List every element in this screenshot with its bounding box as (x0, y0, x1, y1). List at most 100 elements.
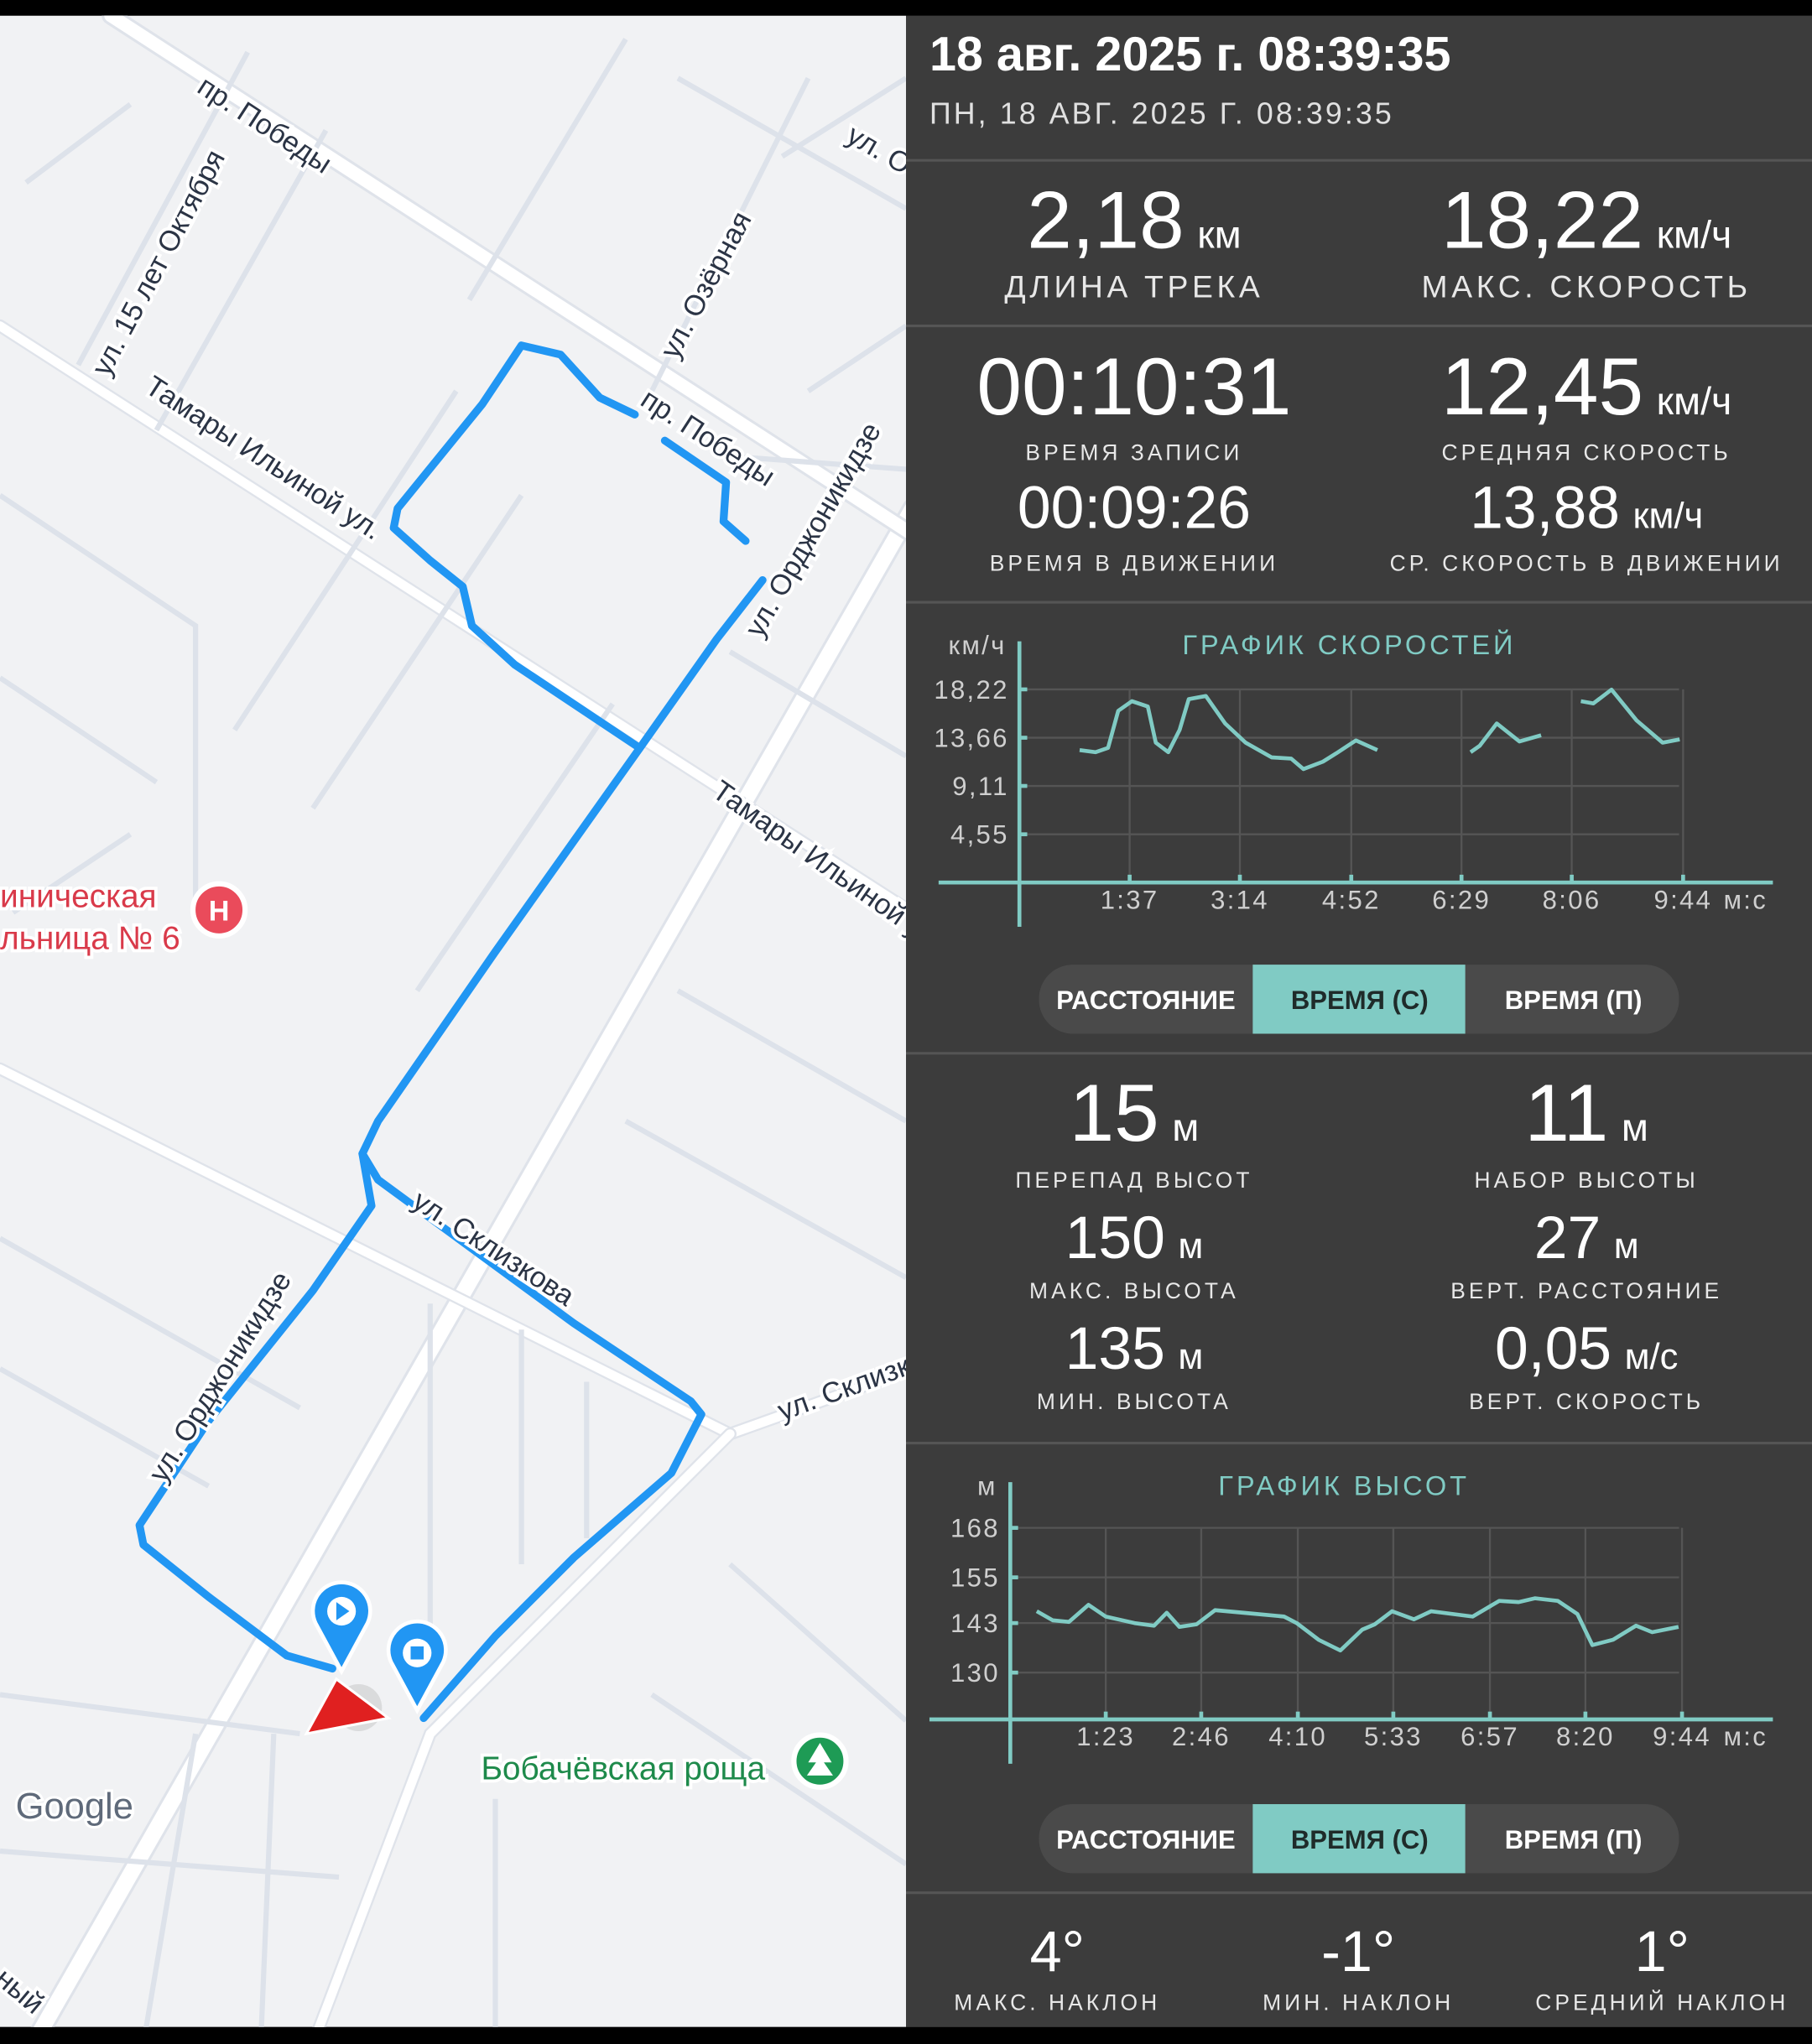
x-tick-label: 4:10 (1268, 1722, 1327, 1751)
poi-hospital[interactable]: H (190, 881, 248, 939)
stat-label: ВЕРТ. СКОРОСТЬ (1469, 1389, 1704, 1414)
stat-label: НАБОР ВЫСОТЫ (1475, 1168, 1699, 1193)
x-tick-label: 8:20 (1556, 1722, 1615, 1751)
y-tick-label: 130 (950, 1658, 1000, 1688)
tab[interactable]: ВРЕМЯ (С) (1291, 986, 1429, 1015)
stat-unit: м (1178, 1226, 1203, 1266)
separators (906, 159, 1812, 1895)
stat-value: 00:09:26 (1018, 474, 1251, 541)
start-pin[interactable] (310, 1580, 372, 1676)
stat-unit: м/с (1625, 1337, 1679, 1377)
stat-value: 0,05 м/с (1495, 1315, 1678, 1382)
stat-unit: км/ч (1633, 496, 1704, 536)
stats: 2,18 км ДЛИНА ТРЕКА 18,22 км/ч МАКС. СКОРОСТЬ… (954, 175, 1789, 2015)
charts: ГРАФИК СКОРОСТЕЙ км/ч 4,55 9,11 13,66 18,22 1:… (929, 629, 1773, 1874)
x-tick-label: 8:06 (1543, 885, 1601, 914)
header-title: 18 авг. 2025 г. 08:39:35 (929, 28, 1451, 81)
tab[interactable]: РАССТОЯНИЕ (1056, 1825, 1236, 1854)
map-background (0, 15, 906, 2027)
roads (0, 15, 906, 2027)
stat-number: 27 (1534, 1204, 1601, 1272)
route (135, 341, 767, 1723)
stat-label: МАКС. ВЫСОТА (1029, 1278, 1239, 1303)
stat-label: СРЕДНИЙ НАКЛОН (1535, 1990, 1789, 2015)
x-tick-label: 4:52 (1322, 885, 1381, 914)
y-tick-label: 9,11 (952, 772, 1009, 801)
y-axis-label: км/ч (949, 631, 1007, 660)
x-tick-label: 9:44 (1653, 1722, 1711, 1751)
stat-number: 135 (1065, 1315, 1165, 1382)
stat-label: ДЛИНА ТРЕКА (1004, 268, 1263, 304)
stat-unit: км/ч (1657, 212, 1732, 256)
y-axis-label: м (977, 1472, 997, 1501)
stat-value: 15 м (1070, 1069, 1200, 1158)
y-tick-label: 4,55 (950, 820, 1009, 850)
x-tick-label: 5:33 (1364, 1722, 1423, 1751)
tab[interactable]: ВРЕМЯ (П) (1505, 1825, 1643, 1854)
tab[interactable]: РАССТОЯНИЕ (1056, 986, 1236, 1015)
stat-number: 1° (1635, 1920, 1690, 1984)
stat-value: 150 м (1065, 1204, 1204, 1272)
end-pin[interactable] (386, 1619, 448, 1715)
stat-value: 18,22 км/ч (1441, 175, 1731, 265)
tab[interactable]: ВРЕМЯ (П) (1505, 986, 1643, 1015)
stat-unit: м (1178, 1337, 1203, 1377)
poi-label: льница № 6 (0, 920, 180, 956)
x-tick-label: 6:29 (1432, 885, 1491, 914)
x-axis-label: м:с (1724, 1722, 1768, 1751)
stat-label: МИН. НАКЛОН (1263, 1990, 1454, 2015)
data-line (1035, 1596, 1679, 1653)
stat-unit: км (1197, 212, 1241, 256)
y-tick-label: 13,66 (934, 723, 1008, 752)
stat-value: 1° (1635, 1920, 1690, 1984)
stat-label: МИН. ВЫСОТА (1037, 1389, 1231, 1414)
stat-number: 00:09:26 (1018, 474, 1251, 541)
stat-number: 150 (1065, 1204, 1165, 1272)
x-tick-label: 2:46 (1172, 1722, 1231, 1751)
stat-number: 4° (1030, 1920, 1085, 1984)
x-tick-label: 1:23 (1076, 1722, 1135, 1751)
chart-title: ГРАФИК СКОРОСТЕЙ (1182, 629, 1516, 660)
park-label: Бобачёвская роща (481, 1750, 765, 1787)
stat-number: 13,88 (1470, 474, 1620, 541)
stat-number: 12,45 (1441, 342, 1643, 432)
position-arrow (304, 1677, 392, 1736)
stat-label: ВРЕМЯ В ДВИЖЕНИИ (990, 551, 1278, 576)
header-subtitle: ПН, 18 АВГ. 2025 Г. 08:39:35 (929, 97, 1394, 131)
stat-unit: км/ч (1657, 379, 1732, 423)
y-tick-label: 143 (950, 1609, 1000, 1638)
stat-number: -1° (1321, 1920, 1395, 1984)
stat-value: 12,45 км/ч (1441, 342, 1731, 432)
poi-park[interactable] (791, 1732, 849, 1790)
map-logo: Google (16, 1787, 133, 1827)
stat-value: 11 м (1524, 1069, 1648, 1158)
x-tick-label: 6:57 (1461, 1722, 1519, 1751)
poi-label: иническая (0, 879, 157, 915)
x-tick-label: 3:14 (1211, 885, 1269, 914)
y-tick-label: 18,22 (934, 675, 1008, 705)
x-axis-label: м:с (1724, 885, 1768, 914)
stat-value: 135 м (1065, 1315, 1204, 1382)
stat-value: -1° (1321, 1920, 1395, 1984)
stat-number: 11 (1524, 1069, 1608, 1158)
tab[interactable]: ВРЕМЯ (С) (1291, 1825, 1429, 1854)
stat-value: 00:10:31 (976, 342, 1291, 432)
stat-number: 2,18 (1027, 175, 1185, 265)
stat-label: ПЕРЕПАД ВЫСОТ (1015, 1168, 1252, 1193)
stat-number: 18,22 (1441, 175, 1643, 265)
stat-label: ВРЕМЯ ЗАПИСИ (1025, 440, 1242, 465)
stat-label: СР. СКОРОСТЬ В ДВИЖЕНИИ (1390, 551, 1783, 576)
stat-label: МАКС. СКОРОСТЬ (1422, 268, 1752, 304)
stat-number: 15 (1070, 1069, 1159, 1158)
y-tick-label: 155 (950, 1563, 1000, 1593)
stat-unit: м (1172, 1105, 1199, 1149)
chart-title: ГРАФИК ВЫСОТ (1218, 1470, 1470, 1501)
stat-value: 27 м (1534, 1204, 1639, 1272)
stat-unit: м (1622, 1105, 1648, 1149)
data-line (1079, 687, 1680, 772)
svg-text:H: H (209, 895, 230, 927)
x-tick-label: 1:37 (1101, 885, 1159, 914)
